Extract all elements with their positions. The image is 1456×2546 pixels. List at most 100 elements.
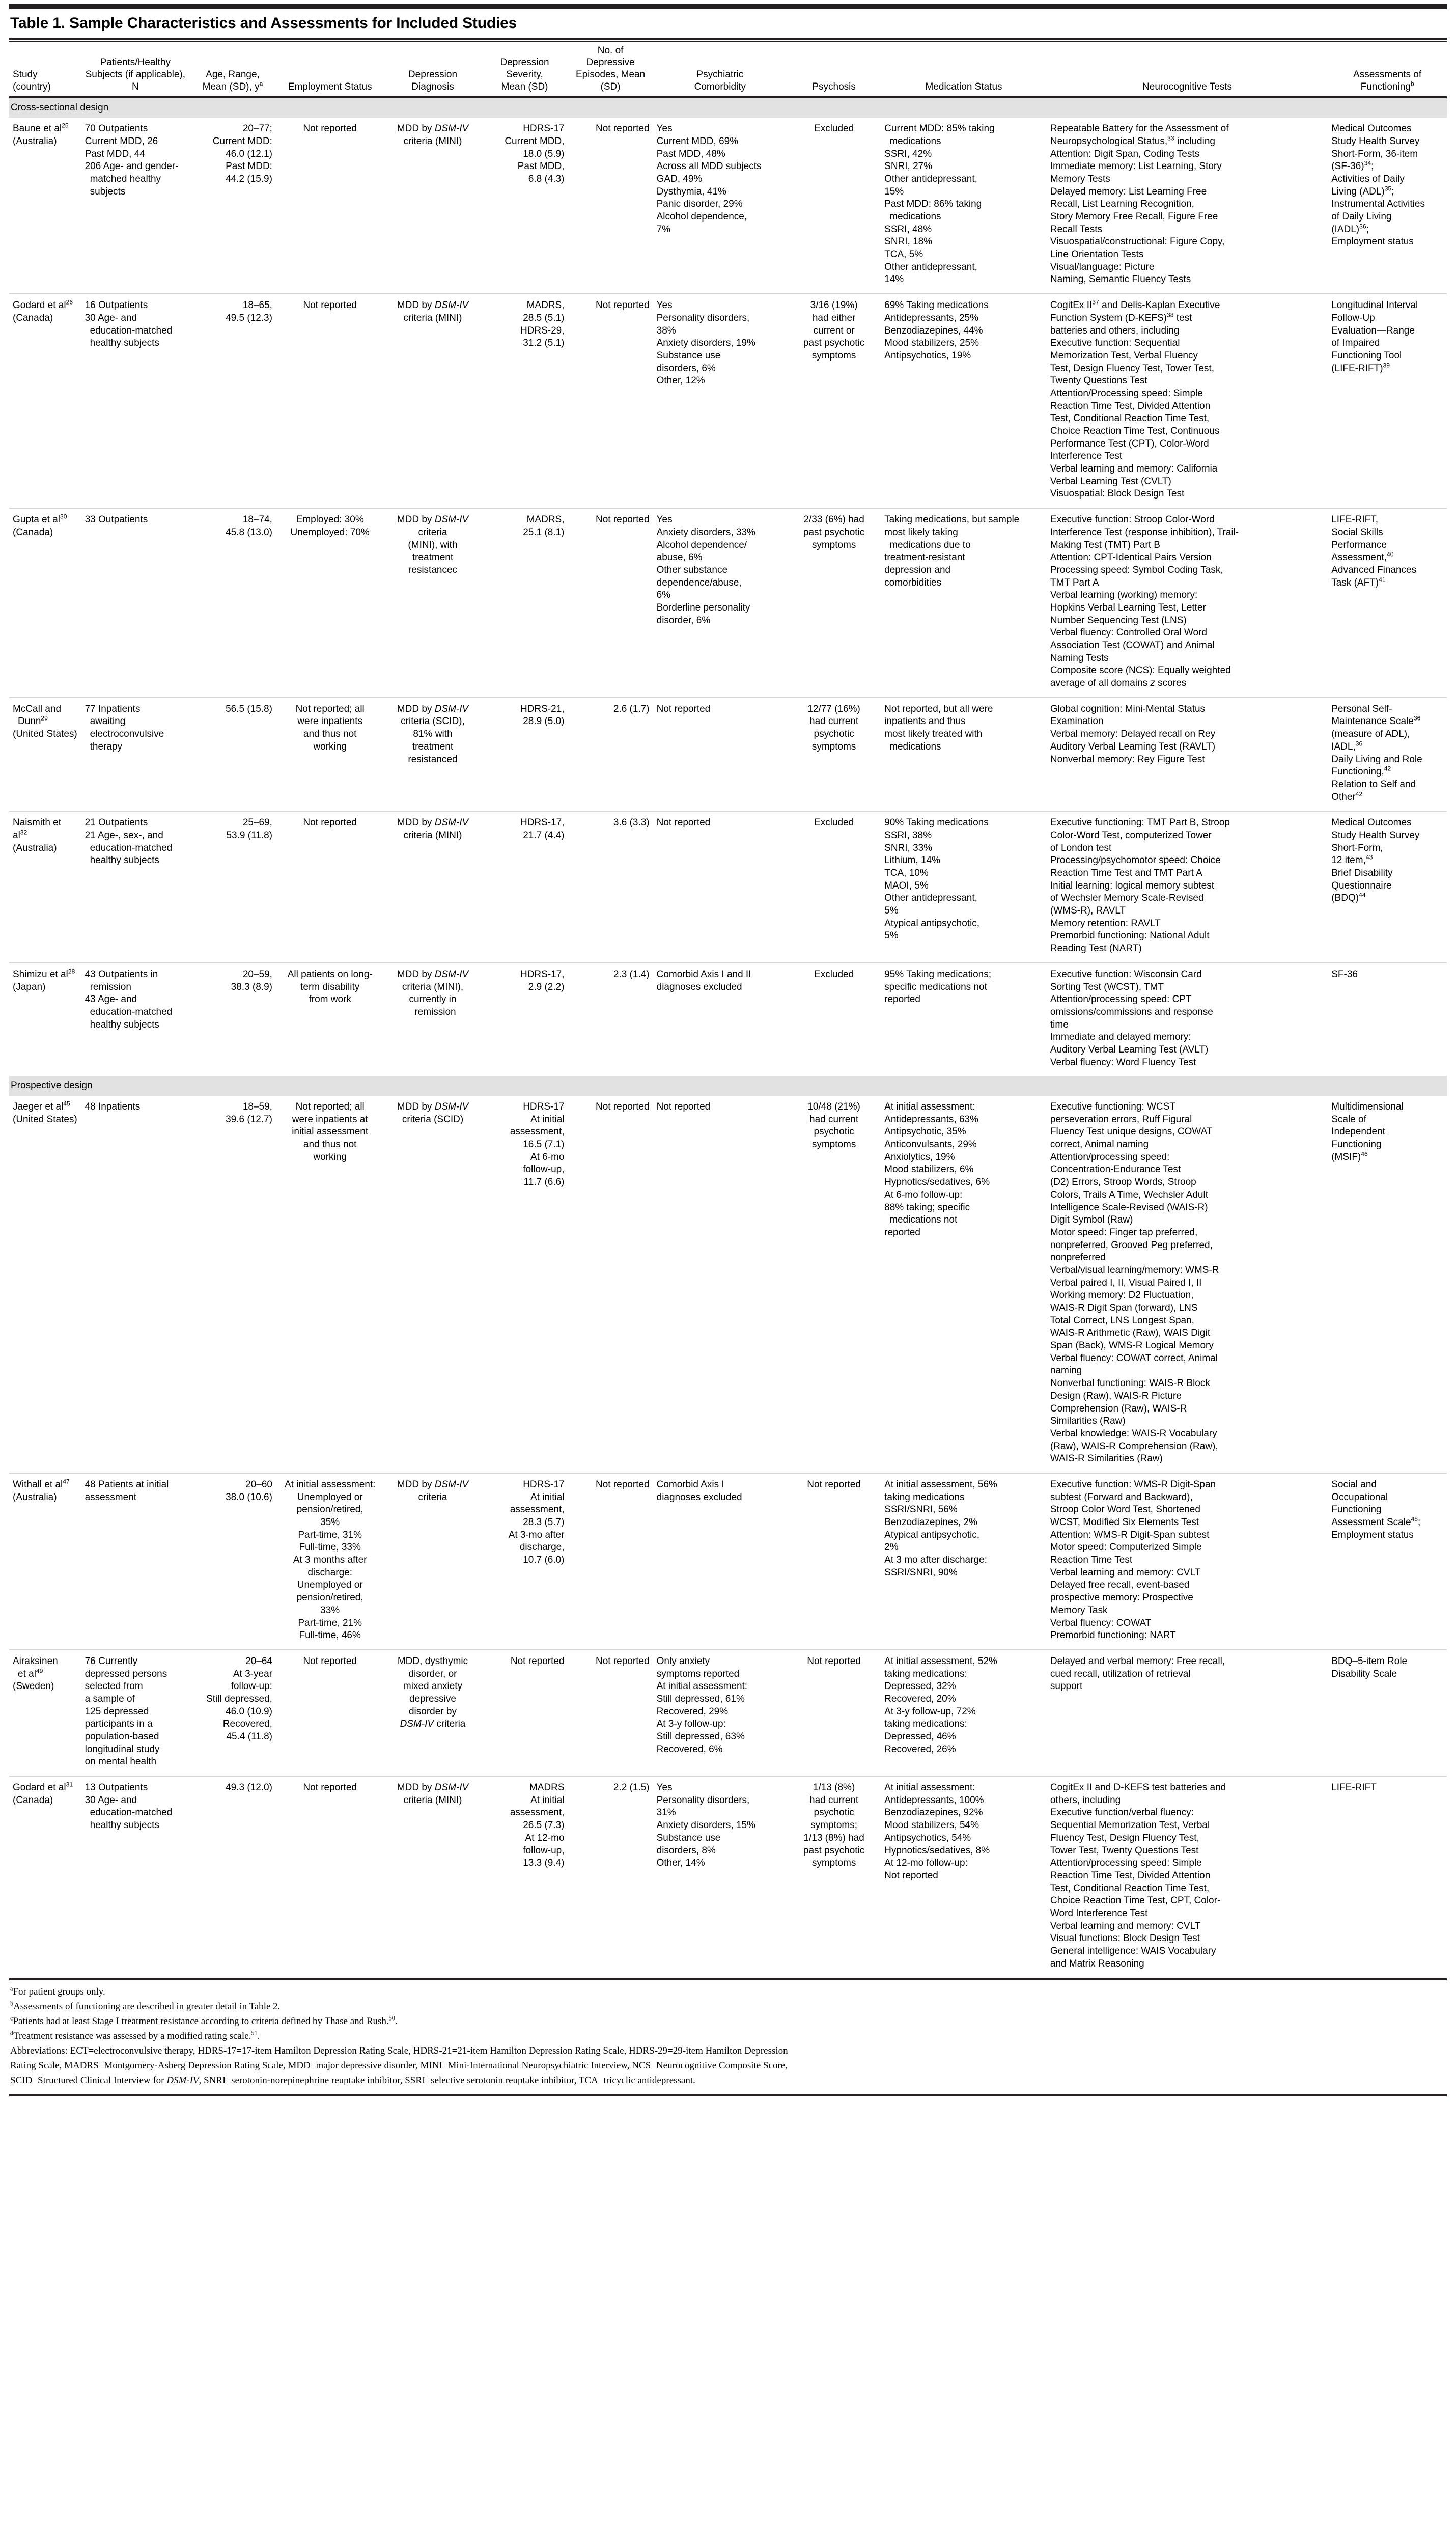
abbreviation-line: Abbreviations: ECT=electroconvulsive the… xyxy=(10,2045,788,2057)
cell-study: Gupta et al30 (Canada) xyxy=(9,508,81,698)
cell-n: 13 Outpatients 30 Age- and education-match… xyxy=(81,1776,190,1978)
cell-episodes: 2.6 (1.7) xyxy=(568,697,653,812)
cell-severity: MADRS, 28.5 (5.1) HDRS-29, 31.2 (5.1) xyxy=(481,293,568,509)
cell-comorbidity: Yes Personality disorders, 38% Anxiety diso… xyxy=(653,293,788,509)
cell-medication: 95% Taking medications; specific medicati… xyxy=(881,962,1047,1076)
cell-medication: At initial assessment, 52% taking medicat… xyxy=(881,1649,1047,1777)
cell-diagnosis: MDD by DSM-IV criteria (MINI) xyxy=(384,293,482,509)
page-title: Table 1. Sample Characteristics and Asse… xyxy=(10,15,517,32)
cell-functioning: SF-36 xyxy=(1328,962,1447,1076)
cell-episodes: Not reported xyxy=(596,123,650,134)
table-row[interactable]: Airaksinen et al49 (Sweden) 76 Currently dep… xyxy=(9,1649,1447,1777)
cell-severity: Not reported xyxy=(481,1649,568,1777)
cell-age: 18–74, 45.8 (13.0) xyxy=(189,508,276,698)
cell-episodes: 3.6 (3.3) xyxy=(568,811,653,963)
cell-medication: Current MDD: 85% taking medications SSRI, … xyxy=(884,123,995,285)
table-row[interactable]: Godard et al31 (Canada) 13 Outpatients 30 A… xyxy=(9,1776,1447,1978)
cell-study: Airaksinen et al49 (Sweden) xyxy=(9,1649,81,1777)
cell-study: Godard et al31 (Canada) xyxy=(9,1776,81,1978)
cell-neurocog: CogitEx II37 and Delis-Kaplan Executive F… xyxy=(1046,293,1328,509)
cell-age: 25–69, 53.9 (11.8) xyxy=(189,811,276,963)
cell-episodes: Not reported xyxy=(568,293,653,509)
cell-n: 48 Inpatients xyxy=(85,1101,141,1112)
cell-diagnosis: MDD by DSM-IV criteria (MINI), currently i… xyxy=(384,962,482,1076)
table-row[interactable]: Godard et al26 (Canada) 16 Outpatients 30 A… xyxy=(9,293,1447,509)
cell-neurocog: Executive function: Stroop Color-Word Int… xyxy=(1046,508,1328,698)
cell-psychosis: Not reported xyxy=(787,1649,881,1777)
cell-employment: At initial assessment: Unemployed or pensi… xyxy=(275,1472,384,1650)
cell-age: 56.5 (15.8) xyxy=(189,697,276,812)
cell-comorbidity: Yes Personality disorders, 31% Anxiety diso… xyxy=(653,1776,788,1978)
cell-psychosis: 12/77 (16%) had current psychotic symptoms xyxy=(787,697,881,812)
col-header-neurocog: Neurocognitive Tests xyxy=(1046,41,1328,98)
table-row[interactable]: Withall et al47 (Australia) 48 Patients at… xyxy=(9,1472,1447,1650)
cell-n: 77 Inpatients awaiting electroconvulsive th… xyxy=(81,697,190,812)
cell-employment: Not reported; all were inpatients and thus… xyxy=(275,697,384,812)
cell-medication: 90% Taking medications SSRI, 38% SNRI, 33%… xyxy=(881,811,1047,963)
cell-comorbidity: Yes Current MDD, 69% Past MDD, 48% Across a… xyxy=(656,123,762,235)
cell-employment: All patients on long-term disability from… xyxy=(275,962,384,1076)
cell-neurocog: Global cognition: Mini-Mental Status Exam… xyxy=(1046,697,1328,812)
cell-episodes: 2.3 (1.4) xyxy=(568,962,653,1076)
cell-severity: HDRS-17 Current MDD, 18.0 (5.9) Past MDD, 6.… xyxy=(505,123,565,184)
cell-study: Baune et al25 (Australia) xyxy=(13,122,69,147)
cell-severity: HDRS-17 At initial assessment, 16.5 (7.1) At… xyxy=(510,1101,565,1188)
cell-diagnosis: MDD by DSM-IV criteria (SCID), 81% with tre… xyxy=(384,697,482,812)
table-row[interactable]: Baune et al25 (Australia) 70 Outpatients Cu… xyxy=(9,118,1447,294)
cell-study: Jaeger et al45 (United States) xyxy=(13,1100,77,1125)
cell-psychosis: 10/48 (21%) had current psychotic symptoms xyxy=(807,1101,860,1150)
table-row[interactable]: Gupta et al30 (Canada) 33 Outpatients 18–74… xyxy=(9,508,1447,698)
cell-study: Naismith et al32 (Australia) xyxy=(9,811,81,963)
cell-functioning: LIFE-RIFT xyxy=(1328,1776,1447,1978)
cell-severity: HDRS-17, 2.9 (2.2) xyxy=(481,962,568,1076)
cell-n: 48 Patients at initial assessment xyxy=(81,1472,190,1650)
cell-comorbidity: Comorbid Axis I and II diagnoses excluded xyxy=(653,962,788,1076)
cell-episodes: Not reported xyxy=(596,1101,650,1112)
cell-age: 20–64 At 3-year follow-up: Still depressed,… xyxy=(189,1649,276,1777)
cell-n: 16 Outpatients 30 Age- and education-match… xyxy=(81,293,190,509)
table-row[interactable]: Naismith et al32 (Australia) 21 Outpatient… xyxy=(9,811,1447,963)
abbreviation-line: Rating Scale, MADRS=Montgomery-Asberg De… xyxy=(10,2060,788,2071)
col-header-psychosis: Psychosis xyxy=(787,41,881,98)
cell-severity: HDRS-17 At initial assessment, 28.3 (5.7) At… xyxy=(481,1472,568,1650)
table-row[interactable]: Shimizu et al28 (Japan) 43 Outpatients in r… xyxy=(9,962,1447,1076)
cell-diagnosis: MDD by DSM-IV criteria (MINI), with treatme… xyxy=(384,508,482,698)
col-header-medication: Medication Status xyxy=(881,41,1047,98)
cell-psychosis: Excluded xyxy=(814,123,854,134)
cell-medication: Not reported, but all were inpatients and… xyxy=(881,697,1047,812)
cell-employment: Not reported xyxy=(275,1649,384,1777)
col-header-employment: Employment Status xyxy=(275,41,384,98)
cell-medication: At initial assessment: Antidepressants, 6… xyxy=(884,1101,990,1238)
cell-employment: Not reported xyxy=(275,811,384,963)
cell-functioning: Multidimensional Scale of Independent Funct… xyxy=(1331,1101,1404,1163)
cell-diagnosis: MDD by DSM-IV criteria (MINI) xyxy=(384,1776,482,1978)
col-header-comorbidity: Psychiatric Comorbidity xyxy=(653,41,788,98)
cell-medication: At initial assessment, 56% taking medicat… xyxy=(881,1472,1047,1650)
cell-age: 20–59, 38.3 (8.9) xyxy=(189,962,276,1076)
cell-comorbidity: Yes Anxiety disorders, 33% Alcohol depende… xyxy=(653,508,788,698)
cell-functioning: Medical Outcomes Study Health Survey Short… xyxy=(1328,811,1447,963)
cell-age: 20–77; Current MDD: 46.0 (12.1) Past MDD: 44… xyxy=(212,123,272,184)
cell-employment: Employed: 30% Unemployed: 70% xyxy=(275,508,384,698)
cell-functioning: BDQ–5-item Role Disability Scale xyxy=(1328,1649,1447,1777)
table-row[interactable]: Jaeger et al45 (United States) 48 Inpatien… xyxy=(9,1096,1447,1473)
group-label: Prospective design xyxy=(9,1076,1447,1096)
cell-psychosis: Not reported xyxy=(787,1472,881,1650)
title-rule xyxy=(9,37,1447,40)
footnote: cPatients had at least Stage I treatment… xyxy=(10,2014,398,2027)
col-header-functioning: Assessments of Functioningb xyxy=(1328,41,1447,98)
bottom-rule xyxy=(9,2094,1447,2097)
cell-psychosis: Excluded xyxy=(787,811,881,963)
cell-diagnosis: MDD by DSM-IV criteria (MINI) xyxy=(384,811,482,963)
cell-n: 33 Outpatients xyxy=(81,508,190,698)
cell-severity: HDRS-21, 28.9 (5.0) xyxy=(481,697,568,812)
cell-comorbidity: Not reported xyxy=(656,1101,711,1112)
cell-study: Shimizu et al28 (Japan) xyxy=(9,962,81,1076)
top-rule xyxy=(9,4,1447,9)
col-header-age: Age, Range, Mean (SD), ya xyxy=(189,41,276,98)
group-label: Cross-sectional design xyxy=(9,97,1447,118)
cell-psychosis: Excluded xyxy=(787,962,881,1076)
table-row[interactable]: McCall and Dunn29 (United States) 77 Inpati… xyxy=(9,697,1447,812)
cell-n: 21 Outpatients 21 Age-, sex-, and educatio… xyxy=(81,811,190,963)
